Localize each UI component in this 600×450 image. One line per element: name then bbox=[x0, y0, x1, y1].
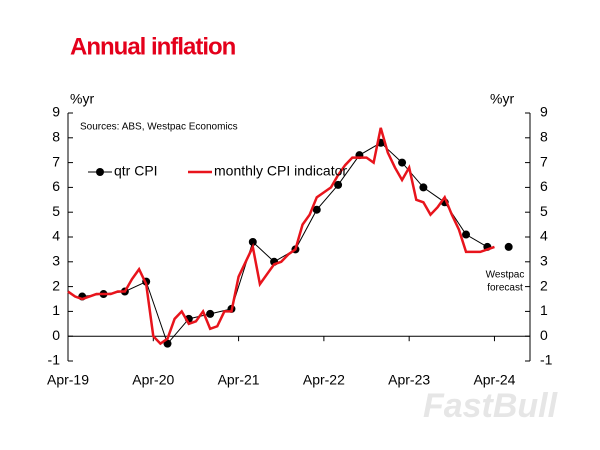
y2-tick-label: 2 bbox=[540, 277, 548, 293]
data-point bbox=[206, 309, 215, 318]
data-point bbox=[334, 180, 343, 189]
y2-tick-label: 6 bbox=[540, 178, 548, 194]
y-tick-label: 6 bbox=[52, 178, 60, 194]
legend-marker bbox=[96, 168, 104, 176]
x-tick-label: Apr-24 bbox=[473, 372, 515, 388]
source-note: Sources: ABS, Westpac Economics bbox=[80, 122, 238, 133]
series-line bbox=[82, 142, 488, 345]
x-tick-label: Apr-20 bbox=[132, 372, 174, 388]
y2-tick-label: 7 bbox=[540, 153, 548, 169]
y-tick-label: 1 bbox=[52, 302, 60, 318]
y-tick-label: 2 bbox=[52, 277, 60, 293]
series-line bbox=[67, 127, 495, 346]
data-point bbox=[163, 339, 172, 348]
y-tick-label: 5 bbox=[52, 203, 60, 219]
data-point bbox=[398, 158, 407, 167]
y2-tick-label: 4 bbox=[540, 228, 548, 244]
annotation-text: Westpac bbox=[486, 270, 525, 281]
y-tick-label: 3 bbox=[52, 253, 60, 269]
y-tick-label: 0 bbox=[52, 327, 60, 343]
annotation-text: forecast bbox=[487, 283, 523, 294]
legend-label: monthly CPI indicator bbox=[214, 163, 347, 179]
data-point bbox=[419, 183, 428, 192]
data-point bbox=[312, 205, 321, 214]
chart-title: Annual inflation bbox=[70, 33, 236, 60]
y-tick-label: 8 bbox=[52, 129, 60, 145]
y2-tick-label: 1 bbox=[540, 302, 548, 318]
y-tick-label: 9 bbox=[52, 104, 60, 120]
y2-tick-label: 9 bbox=[540, 104, 548, 120]
x-tick-label: Apr-23 bbox=[388, 372, 430, 388]
y2-tick-label: 0 bbox=[540, 327, 548, 343]
forecast-point bbox=[504, 242, 513, 251]
y2-tick-label: 8 bbox=[540, 129, 548, 145]
y2-tick-label: 3 bbox=[540, 253, 548, 269]
x-tick-label: Apr-19 bbox=[47, 372, 89, 388]
x-tick-label: Apr-22 bbox=[303, 372, 345, 388]
watermark: FastBull bbox=[423, 387, 559, 425]
data-point bbox=[248, 237, 257, 246]
y-axis-label: %yr bbox=[70, 91, 94, 107]
data-point bbox=[462, 230, 471, 239]
y-tick-label: 4 bbox=[52, 228, 60, 244]
y-tick-label: -1 bbox=[48, 352, 61, 368]
y2-tick-label: 5 bbox=[540, 203, 548, 219]
y2-tick-label: -1 bbox=[540, 352, 553, 368]
y-tick-label: 7 bbox=[52, 153, 60, 169]
y2-axis-label: %yr bbox=[490, 91, 514, 107]
x-tick-label: Apr-21 bbox=[218, 372, 260, 388]
legend-label: qtr CPI bbox=[114, 163, 158, 179]
